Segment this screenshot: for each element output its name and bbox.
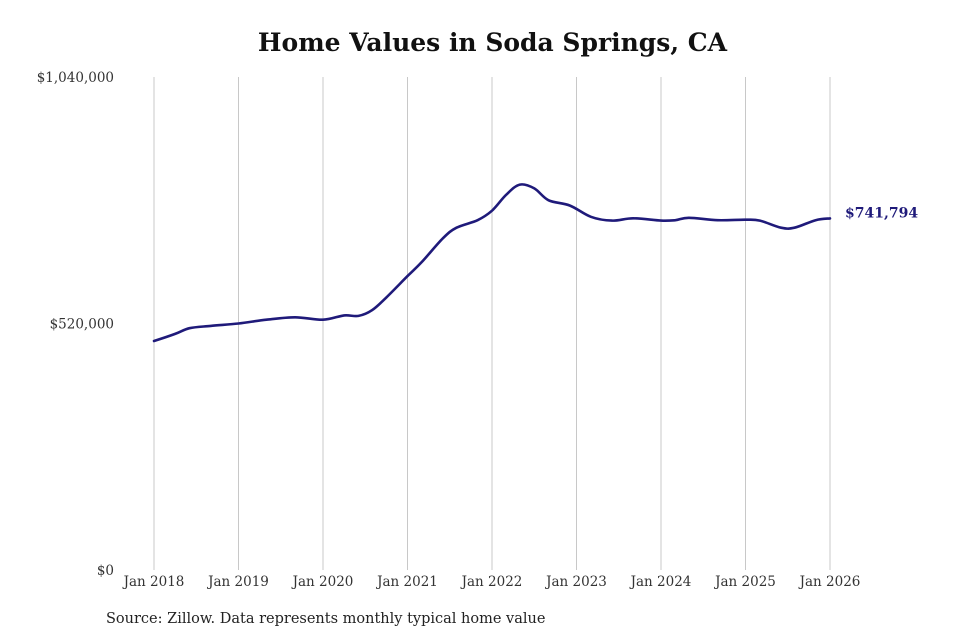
x-tick-label: Jan 2023 [544,574,607,590]
line-chart: $0$520,000$1,040,000 Jan 2018 Jan 2019 Jan… [37,70,919,590]
x-tick-label: Jan 2024 [629,574,692,590]
x-tick-label: Jan 2022 [460,574,523,590]
y-tick-label: $1,040,000 [37,70,114,86]
chart-title: Home Values in Soda Springs, CA [257,28,728,57]
x-tick-label: Jan 2019 [206,574,269,590]
y-axis: $0 $520,000 $1,040,000 [37,70,114,579]
grid-lines [153,77,831,570]
x-tick-label: Jan 2025 [713,574,776,590]
x-tick-label: Jan 2018 [122,574,185,590]
x-tick-label: Jan 2021 [375,574,438,590]
y-tick-label: $0 [97,563,114,579]
series-group: $741,794 [152,183,918,343]
y-tick-label: $520,000 [50,317,114,333]
end-value-label: $741,794 [845,205,918,221]
x-tick-label: Jan 2026 [798,574,861,590]
source-note: Source: Zillow. Data represents monthly … [106,611,546,627]
x-tick-label: Jan 2020 [291,574,354,590]
x-axis: Jan 2018 Jan 2019 Jan 2020 Jan 2021 Jan 2022… [122,574,861,590]
series-line [152,183,832,343]
